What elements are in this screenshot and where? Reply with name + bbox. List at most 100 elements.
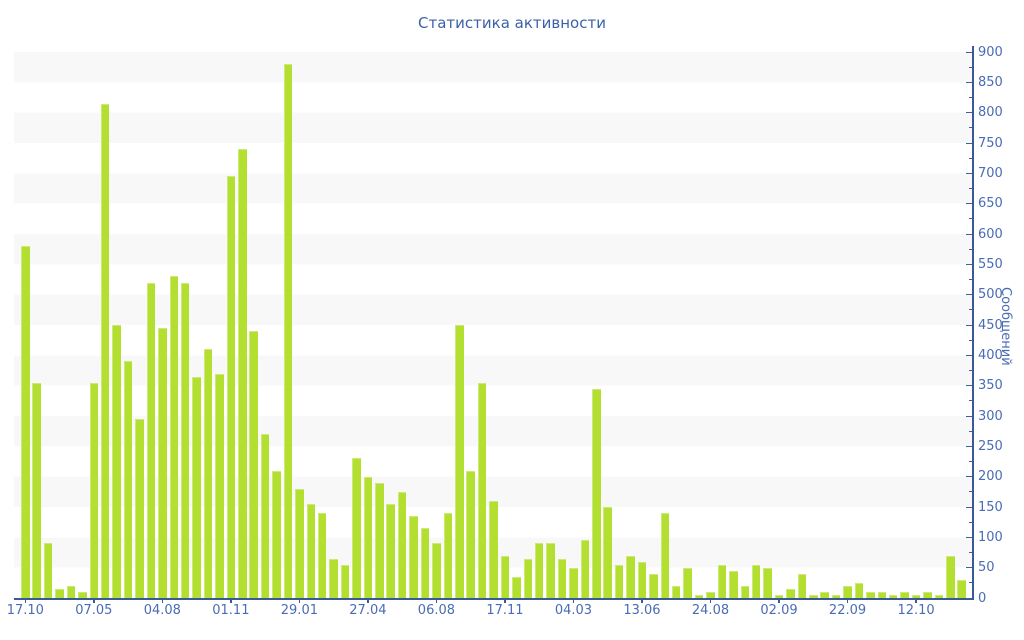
bar-78[interactable] <box>911 594 921 598</box>
y-axis-tick-label: 200 <box>978 469 1003 485</box>
y-axis-major-tick <box>966 597 972 599</box>
bar-26[interactable] <box>317 513 327 598</box>
bar-21[interactable] <box>260 434 270 598</box>
bar-72[interactable] <box>843 585 852 598</box>
bar-0[interactable] <box>21 246 30 598</box>
bar-27[interactable] <box>329 558 338 598</box>
bar-75[interactable] <box>877 591 887 598</box>
bar-41[interactable] <box>489 500 498 598</box>
bar-11[interactable] <box>146 282 156 598</box>
bar-6[interactable] <box>89 382 99 598</box>
bar-81[interactable] <box>946 555 955 598</box>
bar-3[interactable] <box>55 588 64 598</box>
bar-42[interactable] <box>500 555 510 598</box>
bar-13[interactable] <box>169 276 178 598</box>
bar-65[interactable] <box>763 567 772 598</box>
bar-40[interactable] <box>477 382 487 598</box>
bar-61[interactable] <box>717 564 727 598</box>
bar-45[interactable] <box>534 543 544 598</box>
y-axis-tick-label: 750 <box>978 135 1003 151</box>
bar-31[interactable] <box>375 482 384 598</box>
bar-24[interactable] <box>295 488 304 598</box>
bar-62[interactable] <box>729 570 738 598</box>
bar-43[interactable] <box>512 576 521 598</box>
bar-20[interactable] <box>249 331 258 598</box>
y-axis-minor-tick <box>969 582 972 584</box>
bar-54[interactable] <box>637 561 647 598</box>
bar-39[interactable] <box>466 470 475 598</box>
bar-35[interactable] <box>420 528 430 598</box>
y-axis-major-tick <box>966 506 972 508</box>
bar-51[interactable] <box>603 507 612 598</box>
bar-58[interactable] <box>683 567 692 598</box>
y-axis-tick-label: 850 <box>978 74 1003 90</box>
bar-10[interactable] <box>135 419 144 598</box>
bar-8[interactable] <box>112 325 121 598</box>
bar-2[interactable] <box>43 543 53 598</box>
bar-14[interactable] <box>180 282 190 598</box>
bar-44[interactable] <box>523 558 533 598</box>
bar-23[interactable] <box>283 64 293 598</box>
bar-48[interactable] <box>569 567 578 598</box>
bar-69[interactable] <box>809 594 818 598</box>
bar-37[interactable] <box>443 513 453 598</box>
bar-38[interactable] <box>455 325 464 598</box>
bar-1[interactable] <box>32 382 41 598</box>
bar-16[interactable] <box>203 349 213 598</box>
bar-32[interactable] <box>386 503 395 598</box>
bar-56[interactable] <box>660 513 670 598</box>
bar-71[interactable] <box>831 594 841 598</box>
bar-29[interactable] <box>352 458 361 598</box>
bar-55[interactable] <box>649 573 658 598</box>
bar-53[interactable] <box>626 555 635 598</box>
bar-17[interactable] <box>215 373 224 598</box>
bar-70[interactable] <box>820 591 829 598</box>
bar-68[interactable] <box>797 573 807 598</box>
x-axis-tick <box>504 598 506 603</box>
bar-4[interactable] <box>66 585 76 598</box>
bar-57[interactable] <box>671 585 681 598</box>
bar-12[interactable] <box>158 328 167 598</box>
x-axis-tick-label: 07.05 <box>75 603 113 618</box>
bar-76[interactable] <box>888 594 898 598</box>
bar-50[interactable] <box>592 388 601 598</box>
y-axis-tick-label: 50 <box>978 560 995 576</box>
bar-49[interactable] <box>580 540 590 598</box>
bar-59[interactable] <box>694 594 704 598</box>
bar-33[interactable] <box>397 491 407 598</box>
y-axis-major-tick <box>966 142 972 144</box>
x-axis-tick <box>709 598 712 603</box>
bar-34[interactable] <box>409 516 418 598</box>
bar-80[interactable] <box>934 594 944 598</box>
bar-77[interactable] <box>900 591 909 598</box>
bar-19[interactable] <box>238 149 247 598</box>
y-axis-tick-label: 600 <box>978 226 1003 242</box>
bar-67[interactable] <box>786 588 795 598</box>
x-axis-tick-label: 22.09 <box>828 603 867 618</box>
bar-74[interactable] <box>866 591 875 598</box>
y-axis-minor-tick <box>969 521 972 523</box>
bar-63[interactable] <box>740 585 749 598</box>
bar-66[interactable] <box>774 594 784 598</box>
y-axis-title: Сообщений <box>998 287 1013 366</box>
bar-79[interactable] <box>923 591 932 598</box>
bar-82[interactable] <box>957 579 966 598</box>
bar-9[interactable] <box>123 361 133 598</box>
y-axis-tick-label: 650 <box>978 196 1003 212</box>
bar-5[interactable] <box>78 591 87 598</box>
bar-25[interactable] <box>306 503 316 598</box>
bar-15[interactable] <box>192 376 201 598</box>
bar-28[interactable] <box>340 564 350 598</box>
bar-47[interactable] <box>557 558 567 598</box>
bar-46[interactable] <box>546 543 555 598</box>
bar-52[interactable] <box>614 564 624 598</box>
bar-30[interactable] <box>363 476 373 598</box>
bar-60[interactable] <box>706 591 715 598</box>
bar-7[interactable] <box>100 103 110 598</box>
bar-22[interactable] <box>272 470 281 598</box>
bar-36[interactable] <box>432 543 441 598</box>
bar-18[interactable] <box>226 176 236 598</box>
bar-73[interactable] <box>854 582 864 598</box>
bar-64[interactable] <box>751 564 761 598</box>
